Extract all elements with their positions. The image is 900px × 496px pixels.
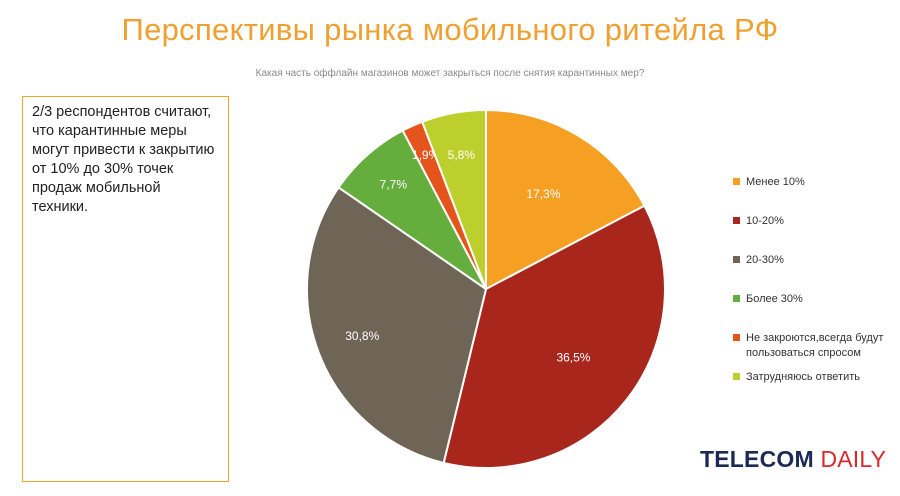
legend-item-0: Менее 10%	[733, 175, 805, 190]
data-label-3: 7,7%	[380, 178, 408, 192]
legend-item-2: 20-30%	[733, 253, 784, 268]
pie-slice-2	[306, 186, 488, 465]
legend-swatch	[733, 295, 740, 302]
legend-swatch	[733, 256, 740, 263]
callout-text: 2/3 респондентов считают, что карантинны…	[32, 104, 215, 215]
callout-box: 2/3 респондентов считают, что карантинны…	[22, 96, 229, 482]
legend-label: 20-30%	[746, 254, 784, 266]
data-label-0: 17,3%	[526, 187, 560, 201]
legend-label: Затрудняюсь ответить	[746, 371, 861, 383]
legend-item-1: 10-20%	[733, 214, 784, 229]
legend-item-3: Более 30%	[733, 292, 803, 307]
legend-swatch	[733, 217, 740, 224]
legend-swatch	[733, 334, 740, 341]
legend-label: Более 30%	[746, 293, 803, 305]
legend-swatch	[733, 373, 740, 380]
page-title: Перспективы рынка мобильного ритейла РФ	[121, 12, 779, 47]
pie-slice-1	[442, 204, 666, 469]
legend-swatch	[733, 178, 740, 185]
legend-item-5: Затрудняюсь ответить	[733, 370, 860, 385]
legend-label: Менее 10%	[746, 176, 805, 188]
pie-slice-0	[485, 108, 646, 291]
data-label-1: 36,5%	[556, 350, 590, 364]
legend-item-4: Не закроются,всегда будут пользоваться с…	[733, 331, 893, 361]
brand-logo: TELECOM DAILY	[700, 446, 887, 472]
chart-question: Какая часть оффлайн магазинов может закр…	[255, 68, 645, 79]
pie-slice-5	[420, 108, 487, 290]
legend-label: Не закроются,всегда будут пользоваться с…	[746, 332, 884, 359]
data-label-5: 5,8%	[448, 148, 476, 162]
data-label-2: 30,8%	[345, 329, 379, 343]
legend-label: 10-20%	[746, 215, 784, 227]
